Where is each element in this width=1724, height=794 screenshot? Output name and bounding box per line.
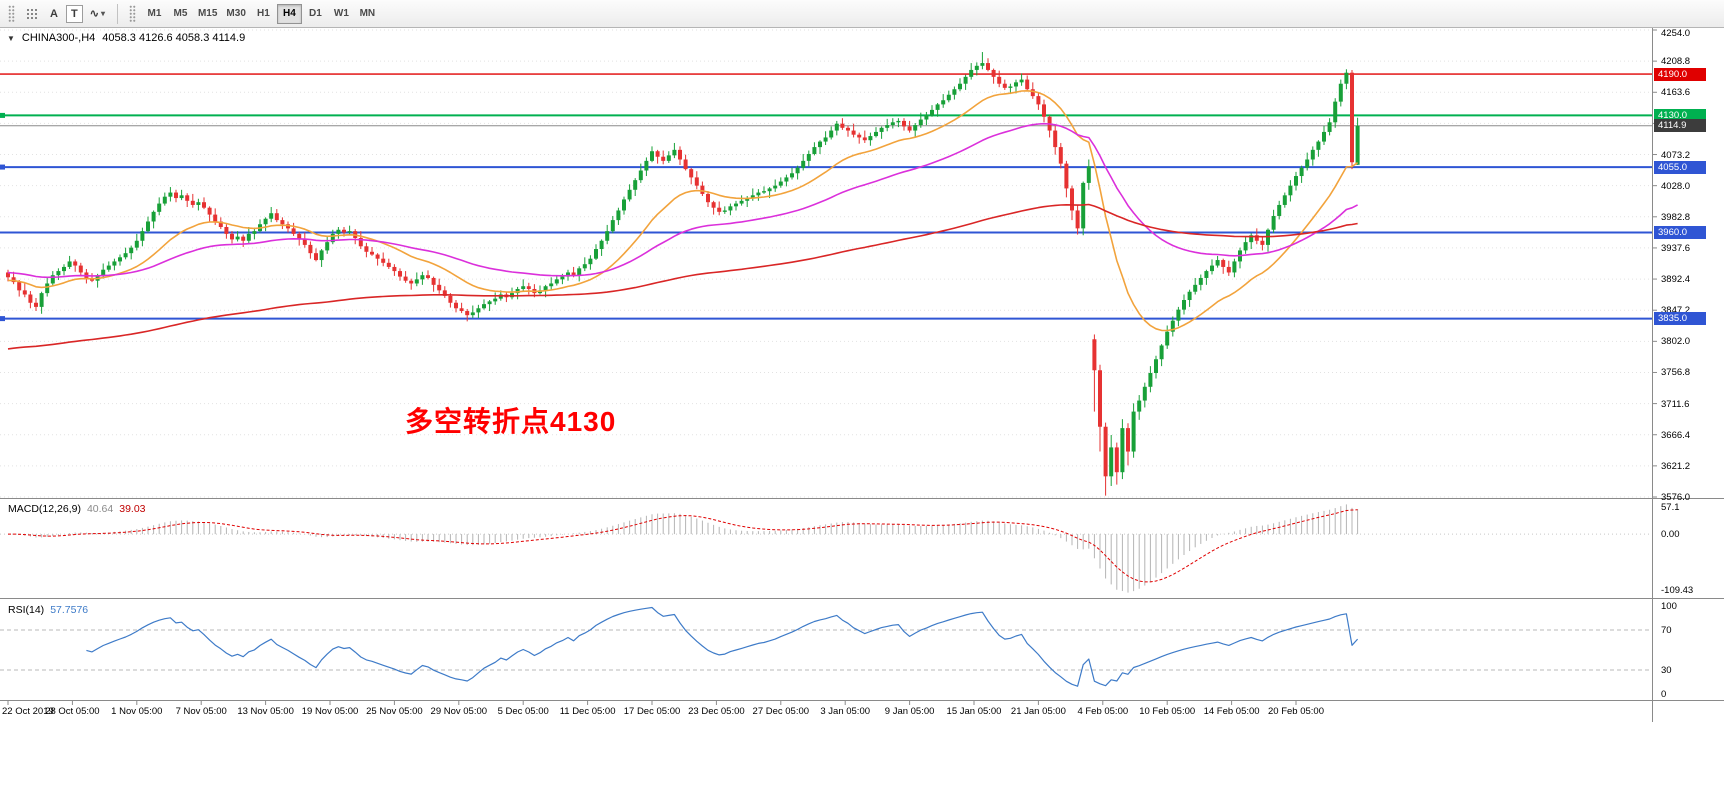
timeframe-group: M1 M5 M15 M30 H1 H4 D1 W1 MN — [142, 3, 380, 24]
timeframe-button-m30[interactable]: M30 — [222, 4, 249, 24]
hline-layer — [0, 73, 1652, 322]
date-tick-label: 3 Jan 05:00 — [820, 706, 871, 717]
price-badge-3835.0: 3835.0 — [1654, 312, 1706, 326]
timeframe-button-m15[interactable]: M15 — [194, 4, 221, 24]
macd-axis-label: 57.1 — [1661, 502, 1680, 513]
price-tick-label: 4073.2 — [1661, 149, 1691, 161]
timeframe-button-d1[interactable]: D1 — [303, 4, 328, 24]
date-tick-label: 1 Nov 05:00 — [111, 706, 163, 717]
rsi-label: RSI(14) 57.7576 — [8, 604, 88, 616]
macd-label: MACD(12,26,9) 40.64 39.03 — [8, 503, 146, 515]
macd-name: MACD(12,26,9) — [8, 503, 81, 515]
date-tick-label: 27 Dec 05:00 — [752, 706, 810, 717]
date-tick-label: 7 Nov 05:00 — [175, 706, 227, 717]
price-badge-4130.0: 4130.0 — [1654, 108, 1706, 122]
chevron-down-icon: ▾ — [100, 9, 105, 18]
price-tick-label: 3666.4 — [1661, 429, 1691, 441]
price-tick-label: 3847.2 — [1661, 305, 1691, 317]
date-tick-label: 21 Jan 05:00 — [1010, 706, 1066, 717]
price-tick-label: 3576.0 — [1661, 492, 1691, 503]
macd-value-main: 40.64 — [86, 503, 114, 515]
toolbar-separator — [116, 3, 118, 24]
price-tick-label: 4028.0 — [1661, 180, 1691, 192]
symbol-period-label: CHINA300-,H4 — [21, 32, 96, 44]
draw-tool-button[interactable]: ∿ ▾ — [85, 3, 110, 25]
chart-window: ▼ CHINA300-,H4 4058.3 4126.6 4058.3 4114… — [0, 28, 1724, 794]
date-tick-label: 17 Dec 05:00 — [623, 706, 681, 717]
toolbar-drag-handle[interactable] — [8, 5, 15, 22]
rsi-layer — [0, 606, 1652, 687]
rsi-name: RSI(14) — [8, 604, 45, 616]
date-tick-label: 25 Nov 05:00 — [366, 706, 423, 717]
text-tool-button[interactable]: T — [66, 4, 83, 23]
date-tick-label: 22 Oct 2019 — [2, 706, 54, 717]
toolbar: A T ∿ ▾ M1 M5 M15 M30 H1 H4 D1 W1 MN — [0, 0, 1724, 28]
date-tick-label: 11 Dec 05:00 — [559, 706, 616, 717]
date-tick-label: 28 Oct 05:00 — [45, 706, 100, 717]
timeframe-button-mn[interactable]: MN — [355, 4, 380, 24]
chart-canvas[interactable] — [0, 28, 1724, 794]
moving-averages-layer — [7, 90, 1359, 350]
price-tick-label: 4163.6 — [1661, 87, 1691, 99]
date-tick-label: 4 Feb 05:00 — [1077, 706, 1129, 717]
candles-layer — [6, 52, 1360, 496]
price-tick-label: 3802.0 — [1661, 336, 1691, 348]
price-tick-label: 3711.6 — [1661, 398, 1690, 410]
macd-layer — [0, 504, 1652, 593]
price-badge-4114.9: 4114.9 — [1654, 119, 1706, 133]
date-axis[interactable]: 22 Oct 2019 28 Oct 05:00 1 Nov 05:00 7 Nov … — [0, 700, 1652, 722]
chart-title: ▼ CHINA300-,H4 4058.3 4126.6 4058.3 4114… — [7, 32, 245, 44]
rsi-axis-label: 0 — [1661, 689, 1667, 700]
rsi-axis-label: 100 — [1661, 601, 1677, 612]
timeframe-button-w1[interactable]: W1 — [329, 4, 354, 24]
ohlc-values: 4058.3 4126.6 4058.3 4114.9 — [102, 32, 246, 44]
date-tick-label: 14 Feb 05:00 — [1203, 706, 1260, 717]
toolbar-drag-handle-2[interactable] — [128, 5, 136, 22]
squiggle-icon: ∿ — [89, 8, 99, 20]
rsi-axis-label: 30 — [1661, 665, 1672, 676]
menu-grid-button[interactable] — [21, 3, 42, 25]
dropdown-triangle-icon[interactable]: ▼ — [7, 34, 15, 43]
menu-grid-icon — [26, 8, 37, 19]
chart-text-annotation[interactable]: 多空转折点4130 — [405, 406, 617, 437]
date-tick-label: 19 Nov 05:00 — [301, 706, 359, 717]
price-tick-label: 3982.8 — [1661, 211, 1691, 223]
price-tick-label: 3621.2 — [1661, 460, 1691, 472]
date-tick-label: 20 Feb 05:00 — [1268, 706, 1324, 717]
date-tick-label: 23 Dec 05:00 — [688, 706, 745, 717]
price-tick-label: 3937.6 — [1661, 242, 1691, 254]
macd-axis-label: -109.43 — [1661, 585, 1694, 596]
date-tick-label: 10 Feb 05:00 — [1139, 706, 1196, 717]
rsi-axis-label: 70 — [1661, 625, 1672, 636]
price-axis[interactable]: 4254.04208.84163.64118.44073.24028.03982… — [1653, 28, 1724, 722]
price-tick-label: 4208.8 — [1661, 56, 1691, 68]
date-tick-label: 5 Dec 05:00 — [497, 706, 549, 717]
date-tick-label: 9 Jan 05:00 — [884, 706, 935, 717]
date-tick-label: 13 Nov 05:00 — [237, 706, 294, 717]
price-badge-4190.0: 4190.0 — [1654, 67, 1706, 81]
timeframe-button-m5[interactable]: M5 — [168, 4, 193, 24]
text-label-button[interactable]: A — [44, 3, 64, 25]
timeframe-button-h1[interactable]: H1 — [251, 4, 276, 24]
timeframe-button-m1[interactable]: M1 — [142, 4, 167, 24]
chrome-layer — [0, 28, 1724, 722]
price-tick-label: 4254.0 — [1661, 28, 1691, 39]
price-tick-label: 3756.8 — [1661, 367, 1691, 379]
price-badge-4055.0: 4055.0 — [1654, 160, 1706, 174]
date-tick-label: 29 Nov 05:00 — [430, 706, 488, 717]
grid-layer — [0, 29, 1652, 498]
price-tick-label: 3892.4 — [1661, 274, 1691, 286]
timeframe-button-h4[interactable]: H4 — [276, 3, 302, 24]
rsi-value: 57.7576 — [50, 604, 89, 616]
macd-axis-label: 0.00 — [1661, 529, 1680, 541]
macd-value-signal: 39.03 — [119, 503, 146, 515]
price-badge-3960.0: 3960.0 — [1654, 226, 1706, 239]
date-tick-label: 15 Jan 05:00 — [946, 706, 1002, 717]
